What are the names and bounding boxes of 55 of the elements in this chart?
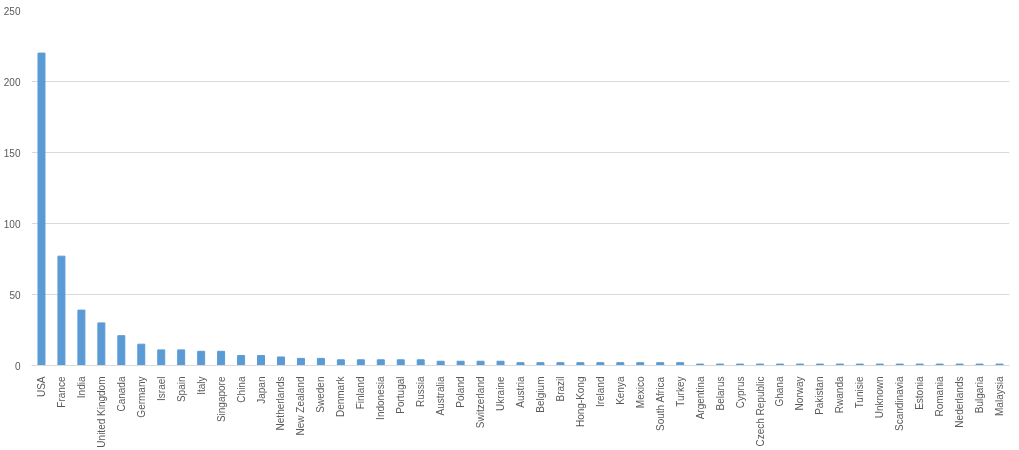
y-tick-label: 200 <box>3 76 21 88</box>
x-tick-label: Estonia <box>914 376 926 410</box>
x-tick-label: USA <box>35 376 47 398</box>
x-tick-label: Austria <box>515 376 526 408</box>
y-tick-label: 150 <box>3 147 21 159</box>
x-tick-label: Italy <box>195 376 207 395</box>
x-tick-label: Cyprus <box>734 376 746 409</box>
x-tick-label: Turkey <box>674 376 686 407</box>
y-tick-label: 0 <box>14 360 21 372</box>
x-tick-label: Rwanda <box>834 376 846 414</box>
x-tick-label: Tunisie <box>854 376 866 409</box>
x-tick-label: Scandinavia <box>894 376 906 431</box>
x-tick-label: Norway <box>794 376 806 411</box>
x-tick-label: Switzerland <box>475 376 487 429</box>
x-tick-label: Malaysia <box>994 376 1006 416</box>
y-tick-label: 100 <box>3 218 21 230</box>
x-tick-label: Germany <box>135 376 147 418</box>
x-tick-label: China <box>235 376 247 403</box>
x-tick-label: Belarus <box>714 376 726 411</box>
x-tick-label: Denmark <box>335 375 347 418</box>
x-tick-label: Ghana <box>774 376 786 407</box>
x-tick-label: Belgium <box>534 376 546 413</box>
x-tick-label: Ireland <box>594 376 606 408</box>
x-tick-label: Netherlands <box>275 376 287 431</box>
x-tick-label: India <box>75 376 87 399</box>
x-tick-label: Kenya <box>614 376 626 405</box>
x-tick-label: Sweden <box>315 376 327 413</box>
x-tick-label: Israel <box>155 376 167 401</box>
x-tick-label: Singapore <box>215 376 227 423</box>
x-tick-label: Pakistan <box>814 376 826 415</box>
x-tick-label: Argentina <box>694 376 706 420</box>
x-tick-label: Romania <box>934 376 946 417</box>
x-tick-label: Australia <box>435 376 447 416</box>
x-tick-label: Japan <box>255 376 267 404</box>
x-tick-label: Ukraine <box>495 376 507 411</box>
x-tick-label: Finland <box>355 376 367 410</box>
x-tick-label: Nederlands <box>954 376 966 428</box>
x-tick-label: Hong-Kong <box>574 376 586 428</box>
x-tick-label: Czech Republic <box>754 376 766 447</box>
x-tick-label: Indonesia <box>375 376 387 420</box>
x-tick-label: Russia <box>415 376 427 408</box>
y-tick-label: 50 <box>9 289 21 301</box>
x-tick-label: Portugal <box>395 376 407 414</box>
x-tick-label: Bulgaria <box>974 376 986 414</box>
x-tick-label: Brazil <box>554 376 566 402</box>
x-tick-label: Canada <box>115 376 127 412</box>
x-tick-label: Spain <box>175 376 187 403</box>
x-tick-label: New Zealand <box>295 376 307 436</box>
x-tick-label: Mexico <box>634 376 646 409</box>
x-tick-label: United Kingdom <box>95 376 107 448</box>
x-tick-label: South Africa <box>654 376 666 431</box>
y-tick-label: 250 <box>3 5 21 17</box>
x-tick-label: Unknown <box>874 376 886 419</box>
x-tick-label: France <box>55 376 67 408</box>
x-tick-label: Poland <box>455 376 467 408</box>
